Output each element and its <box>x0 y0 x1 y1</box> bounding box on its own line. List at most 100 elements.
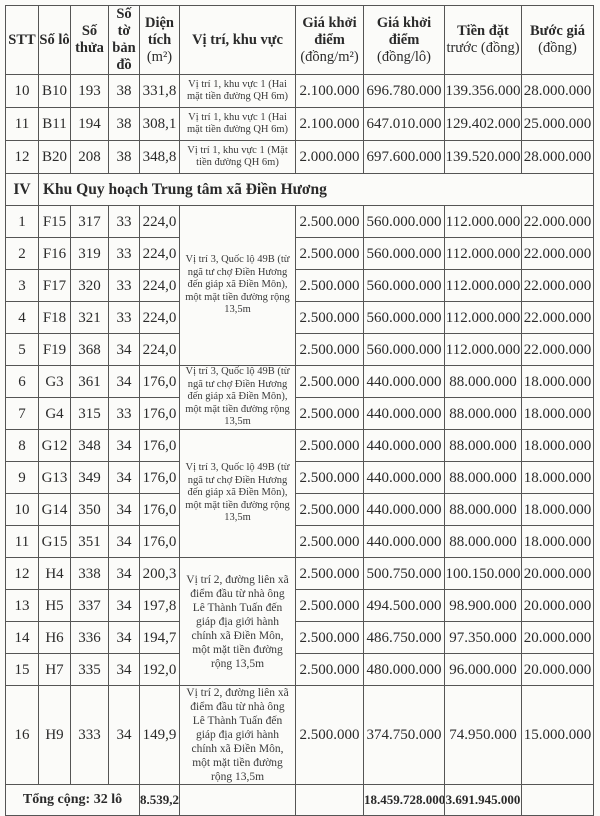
price-per-m2-cell: 2.500.000 <box>295 653 364 686</box>
header-gia-lo-label: Giá khởi điểm <box>376 14 432 48</box>
map-sheet-cell: 33 <box>108 269 140 302</box>
price-per-lot-cell: 494.500.000 <box>363 589 445 622</box>
table-row: 2 F16 319 33 224,0 2.500.000 560.000.000 112.00… <box>5 237 594 270</box>
total-empty-location <box>179 784 296 816</box>
map-sheet-cell: 33 <box>108 205 140 238</box>
price-per-lot-cell: 560.000.000 <box>363 237 445 270</box>
table-row: 3 F17 320 33 224,0 2.500.000 560.000.000 112.00… <box>5 269 594 302</box>
bid-step-cell: 18.000.000 <box>521 525 594 558</box>
header-tien-label: Tiền đặt <box>457 23 509 39</box>
deposit-cell: 129.402.000 <box>444 107 522 141</box>
bid-step-cell: 18.000.000 <box>521 397 594 430</box>
total-row: Tổng cộng: 32 lô 8.539,2 18.459.728.000 3.6… <box>5 784 594 816</box>
area-cell: 224,0 <box>139 269 180 302</box>
price-per-lot-cell: 696.780.000 <box>363 74 445 108</box>
bid-step-cell: 22.000.000 <box>521 205 594 238</box>
lot-cell: H9 <box>38 685 71 785</box>
table-row: 5 F19 368 34 224,0 2.500.000 560.000.000 112.00… <box>5 333 594 366</box>
bid-step-cell: 20.000.000 <box>521 653 594 686</box>
parcel-cell: 319 <box>70 237 109 270</box>
table-row: 10 G14 350 34 176,0 2.500.000 440.000.000 88.00… <box>5 493 594 526</box>
price-per-lot-cell: 440.000.000 <box>363 461 445 494</box>
total-empty-bid-step <box>521 784 594 816</box>
lot-cell: H6 <box>38 621 71 654</box>
header-stt: STT <box>5 5 39 75</box>
table-row: 15 H7 335 34 192,0 2.500.000 480.000.000 96.000… <box>5 653 594 686</box>
bid-step-cell: 28.000.000 <box>521 74 594 108</box>
price-per-lot-cell: 374.750.000 <box>363 685 445 785</box>
parcel-cell: 194 <box>70 107 109 141</box>
map-sheet-cell: 34 <box>108 461 140 494</box>
deposit-cell: 88.000.000 <box>444 365 522 398</box>
header-gia-m2-label: Giá khởi điểm <box>302 14 357 48</box>
price-per-lot-cell: 500.750.000 <box>363 557 445 590</box>
table-row: 4 F18 321 33 224,0 2.500.000 560.000.000 112.00… <box>5 301 594 334</box>
price-per-m2-cell: 2.500.000 <box>295 461 364 494</box>
area-cell: 224,0 <box>139 301 180 334</box>
section-title: Khu Quy hoạch Trung tâm xã Điền Hương <box>38 173 594 206</box>
stt-cell: 10 <box>5 493 39 526</box>
map-sheet-cell: 38 <box>108 107 140 141</box>
price-per-lot-cell: 480.000.000 <box>363 653 445 686</box>
stt-cell: 12 <box>5 557 39 590</box>
price-per-lot-cell: 560.000.000 <box>363 333 445 366</box>
price-per-lot-cell: 697.600.000 <box>363 140 445 174</box>
price-per-m2-cell: 2.500.000 <box>295 301 364 334</box>
parcel-cell: 317 <box>70 205 109 238</box>
bid-step-cell: 28.000.000 <box>521 140 594 174</box>
table-header-row: STT Số lô Số thửa Số tờ bản đồ Diện tích… <box>5 5 594 75</box>
lot-cell: H5 <box>38 589 71 622</box>
bid-step-cell: 18.000.000 <box>521 493 594 526</box>
stt-cell: 7 <box>5 397 39 430</box>
parcel-cell: 349 <box>70 461 109 494</box>
lot-cell: F17 <box>38 269 71 302</box>
parcel-cell: 321 <box>70 301 109 334</box>
map-sheet-cell: 34 <box>108 493 140 526</box>
area-cell: 224,0 <box>139 205 180 238</box>
bid-step-cell: 20.000.000 <box>521 557 594 590</box>
price-per-m2-cell: 2.500.000 <box>295 589 364 622</box>
deposit-cell: 112.000.000 <box>444 301 522 334</box>
parcel-cell: 337 <box>70 589 109 622</box>
map-sheet-cell: 34 <box>108 557 140 590</box>
parcel-cell: 208 <box>70 140 109 174</box>
header-gia-lo: Giá khởi điểm (đồng/lô) <box>363 5 445 75</box>
parcel-cell: 338 <box>70 557 109 590</box>
location-cell: Vị trí 1, khu vực 1 (Hai mặt tiền đường … <box>179 107 296 141</box>
table-row: 7 G4 315 33 176,0 2.500.000 440.000.000 88.000.… <box>5 397 594 430</box>
section-row: IV Khu Quy hoạch Trung tâm xã Điền Hương <box>5 173 594 206</box>
stt-cell: 11 <box>5 107 39 141</box>
stt-cell: 11 <box>5 525 39 558</box>
table-row: 11 G15 351 34 176,0 2.500.000 440.000.000 88.00… <box>5 525 594 558</box>
parcel-cell: 333 <box>70 685 109 785</box>
area-cell: 331,8 <box>139 74 180 108</box>
area-cell: 176,0 <box>139 429 180 462</box>
table-row: 11 B11 194 38 308,1 Vị trí 1, khu vực 1 (Hai … <box>5 107 594 141</box>
parcel-cell: 350 <box>70 493 109 526</box>
deposit-cell: 139.356.000 <box>444 74 522 108</box>
parcel-cell: 361 <box>70 365 109 398</box>
map-sheet-cell: 38 <box>108 140 140 174</box>
price-per-m2-cell: 2.500.000 <box>295 269 364 302</box>
stt-cell: 3 <box>5 269 39 302</box>
lot-cell: G13 <box>38 461 71 494</box>
price-per-m2-cell: 2.500.000 <box>295 333 364 366</box>
deposit-cell: 88.000.000 <box>444 493 522 526</box>
location-cell: Vị trí 1, khu vực 1 (Hai mặt tiền đường … <box>179 74 296 108</box>
deposit-cell: 112.000.000 <box>444 333 522 366</box>
section-number: IV <box>5 173 39 206</box>
map-sheet-cell: 33 <box>108 301 140 334</box>
deposit-cell: 96.000.000 <box>444 653 522 686</box>
table-row: 9 G13 349 34 176,0 2.500.000 440.000.000 88.000… <box>5 461 594 494</box>
price-per-m2-cell: 2.500.000 <box>295 429 364 462</box>
price-per-m2-cell: 2.500.000 <box>295 397 364 430</box>
header-so-to-ban-do: Số tờ bản đồ <box>108 5 140 75</box>
area-cell: 176,0 <box>139 365 180 398</box>
price-per-m2-cell: 2.100.000 <box>295 74 364 108</box>
area-cell: 200,3 <box>139 557 180 590</box>
lot-cell: B10 <box>38 74 71 108</box>
location-cell: Vị trí 3, Quốc lộ 49B (từ ngã tư chợ Điề… <box>179 205 296 366</box>
map-sheet-cell: 38 <box>108 74 140 108</box>
map-sheet-cell: 34 <box>108 525 140 558</box>
table-row: 14 H6 336 34 194,7 2.500.000 486.750.000 97.350… <box>5 621 594 654</box>
